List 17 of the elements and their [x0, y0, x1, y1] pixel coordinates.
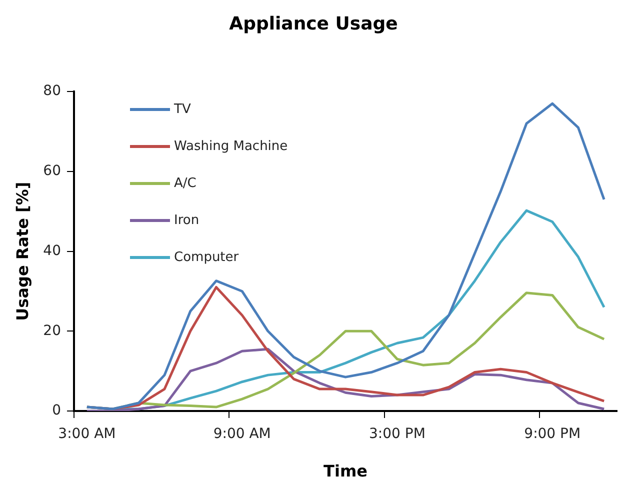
- legend-label: Washing Machine: [174, 139, 288, 154]
- legend-label: Computer: [174, 250, 239, 265]
- y-tick-label: 80: [43, 83, 62, 100]
- y-tick-label: 40: [43, 242, 62, 259]
- x-tick-label: 3:00 PM: [369, 426, 426, 442]
- legend-label: A/C: [174, 176, 196, 191]
- legend-label: TV: [174, 102, 191, 117]
- chart-title: Appliance Usage: [229, 13, 398, 34]
- x-tick-label: 3:00 AM: [58, 426, 116, 442]
- legend-label: Iron: [174, 213, 200, 228]
- y-tick-label: 0: [52, 402, 62, 419]
- y-tick-label: 60: [43, 163, 62, 180]
- x-tick-label: 9:00 AM: [213, 426, 271, 442]
- x-axis-title: Time: [324, 462, 368, 481]
- y-axis-title: Usage Rate [%]: [12, 182, 32, 321]
- x-tick-label: 9:00 PM: [524, 426, 581, 442]
- y-tick-label: 20: [43, 322, 62, 339]
